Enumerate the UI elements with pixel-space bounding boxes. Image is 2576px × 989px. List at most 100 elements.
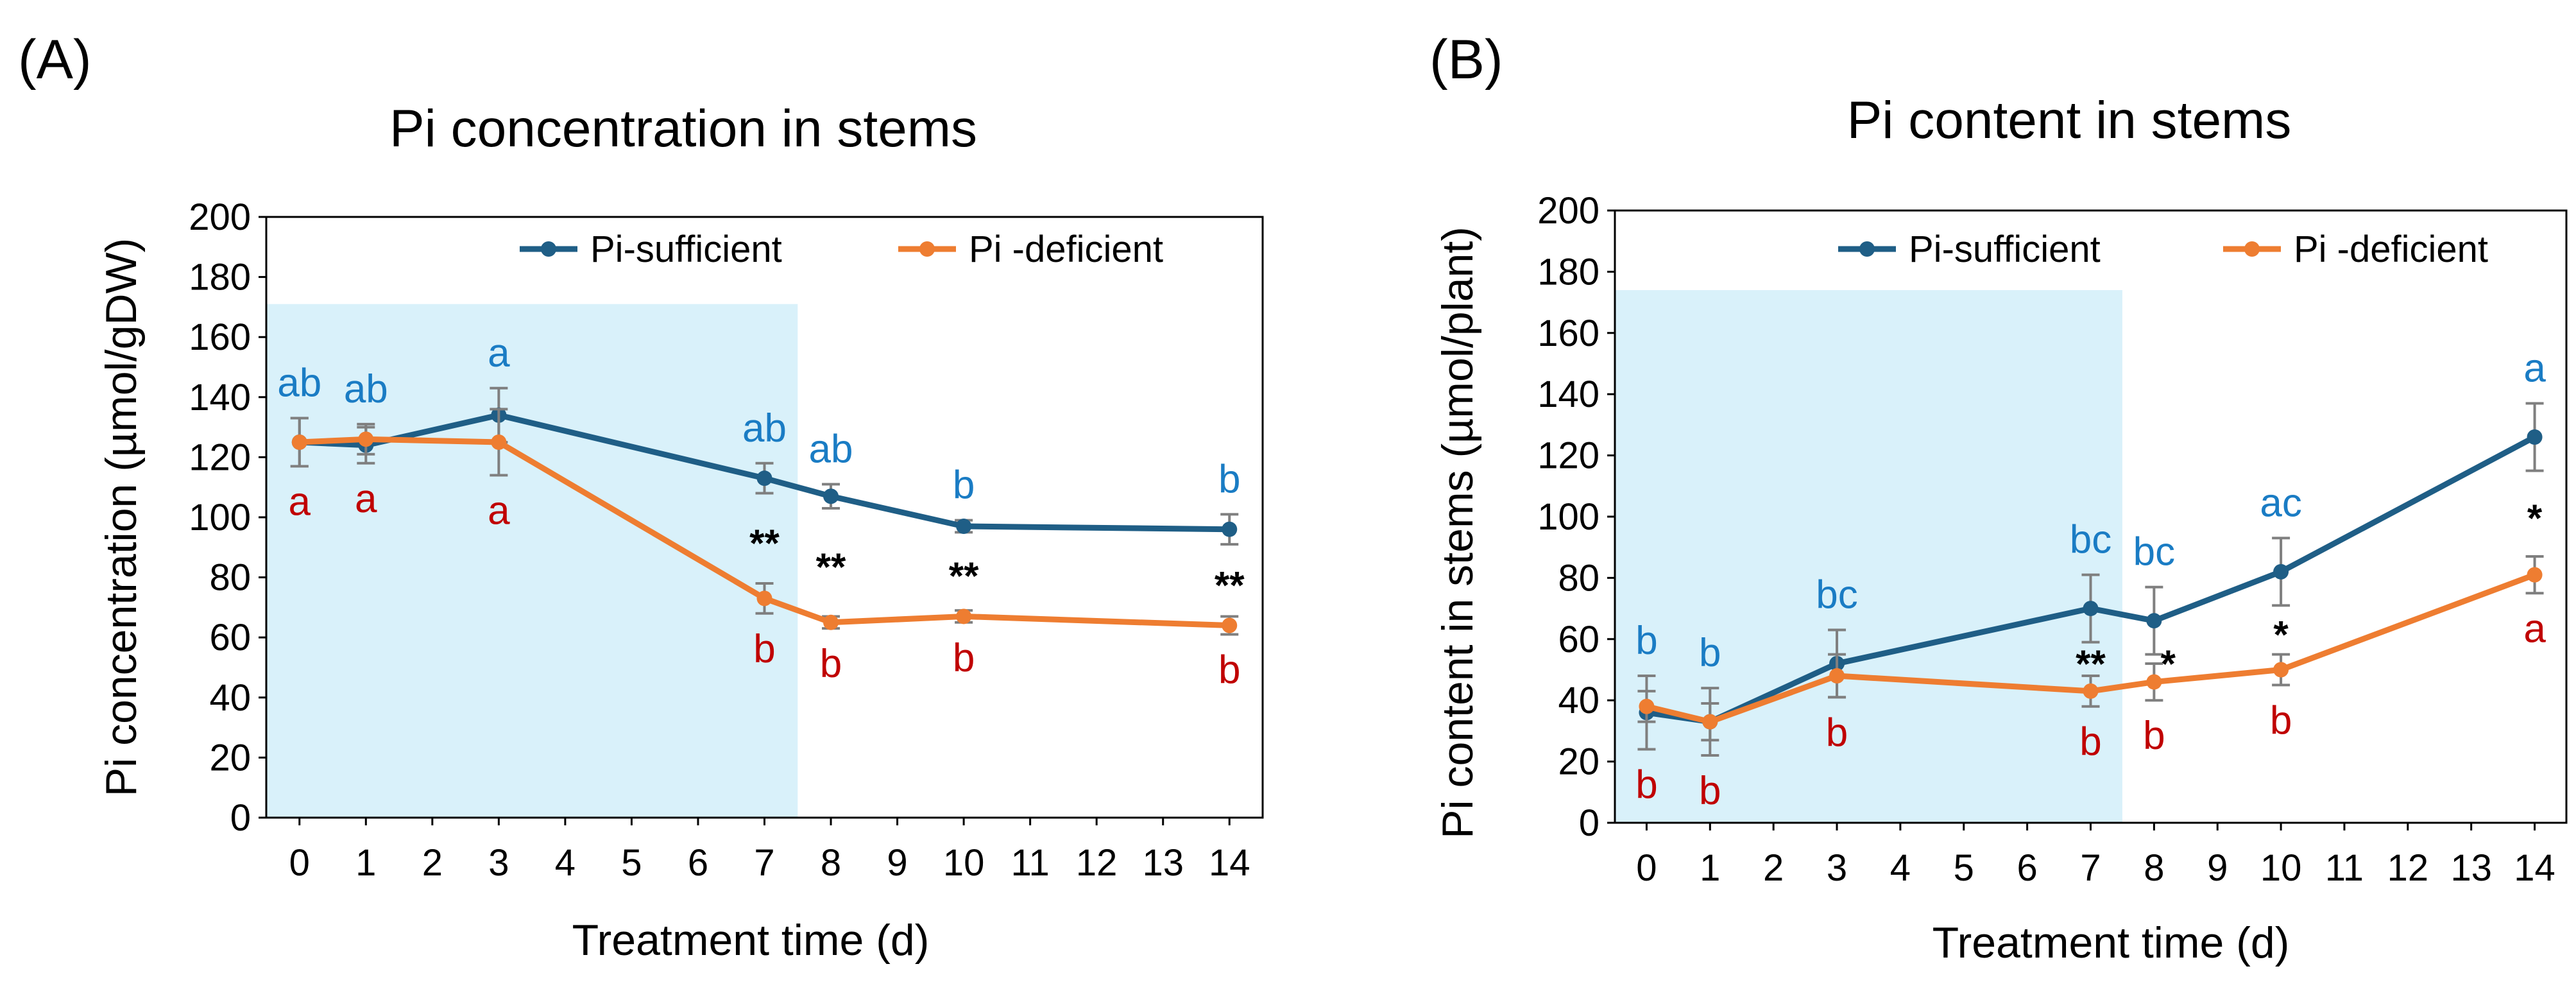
- data-point-deficient: [2146, 674, 2162, 690]
- data-point-sufficient: [756, 470, 772, 486]
- letter-deficient: a: [355, 477, 377, 521]
- x-tick-label: 1: [355, 842, 376, 884]
- significance-marker: **: [2076, 642, 2106, 685]
- x-tick-label: 4: [1890, 847, 1911, 889]
- legend-marker-deficient: [2244, 241, 2260, 257]
- x-tick-label: 0: [1636, 847, 1657, 889]
- x-tick-label: 11: [1011, 842, 1050, 884]
- x-tick-label: 9: [2207, 847, 2228, 889]
- legend-marker-sufficient: [1859, 241, 1875, 257]
- y-tick-label: 80: [209, 557, 251, 599]
- y-tick-label: 200: [1537, 190, 1599, 232]
- y-tick-label: 140: [1537, 374, 1599, 415]
- x-tick-label: 4: [555, 842, 576, 884]
- y-tick-label: 20: [1558, 741, 1599, 783]
- x-tick-label: 14: [2514, 847, 2555, 889]
- data-point-deficient: [1829, 668, 1845, 684]
- data-point-deficient: [1222, 617, 1238, 633]
- x-tick-label: 7: [754, 842, 774, 884]
- y-tick-label: 160: [1537, 313, 1599, 354]
- data-point-deficient: [291, 434, 307, 450]
- x-tick-label: 13: [1142, 842, 1184, 884]
- letter-deficient: b: [1699, 769, 1721, 813]
- panel-label: (A): [18, 29, 92, 90]
- x-tick-label: 5: [1954, 847, 1974, 889]
- data-point-deficient: [956, 608, 972, 624]
- data-point-deficient: [2083, 683, 2099, 699]
- y-tick-label: 60: [1558, 619, 1599, 660]
- x-tick-label: 13: [2450, 847, 2492, 889]
- data-point-sufficient: [1222, 521, 1238, 537]
- y-tick-label: 80: [1558, 557, 1599, 599]
- y-tick-label: 20: [209, 737, 251, 778]
- data-point-deficient: [1639, 698, 1655, 714]
- letter-deficient: b: [1826, 710, 1848, 755]
- letter-sufficient: bc: [2133, 530, 2175, 574]
- y-tick-label: 100: [189, 497, 251, 538]
- letter-sufficient: a: [2523, 347, 2546, 391]
- significance-marker: **: [949, 555, 979, 598]
- y-tick-label: 180: [189, 257, 251, 298]
- significance-marker: **: [749, 522, 780, 565]
- legend-marker-sufficient: [541, 241, 556, 257]
- x-tick-label: 10: [943, 842, 985, 884]
- letter-deficient: b: [2270, 698, 2292, 743]
- x-tick-label: 8: [821, 842, 841, 884]
- letter-sufficient: ab: [277, 361, 321, 406]
- y-tick-label: 140: [189, 377, 251, 418]
- x-axis-label: Treatment time (d): [1932, 918, 2290, 967]
- data-point-sufficient: [956, 519, 972, 535]
- data-point-sufficient: [2083, 601, 2099, 617]
- letter-deficient: a: [289, 479, 311, 524]
- x-tick-label: 6: [688, 842, 708, 884]
- significance-marker: **: [1215, 563, 1245, 606]
- legend-marker-deficient: [919, 241, 935, 257]
- letter-sufficient: ab: [809, 427, 853, 472]
- letter-deficient: b: [820, 642, 842, 686]
- letter-sufficient: b: [953, 463, 975, 508]
- data-point-sufficient: [2527, 429, 2543, 445]
- x-tick-label: 6: [2017, 847, 2038, 889]
- x-tick-label: 8: [2144, 847, 2164, 889]
- x-tick-label: 11: [2325, 847, 2364, 889]
- x-axis-label: Treatment time (d): [572, 916, 930, 965]
- legend-label-sufficient: Pi-sufficient: [1909, 228, 2101, 270]
- letter-deficient: a: [2523, 606, 2546, 651]
- letter-sufficient: bc: [2070, 518, 2111, 562]
- letter-deficient: a: [488, 488, 510, 533]
- y-tick-label: 120: [189, 436, 251, 478]
- x-tick-label: 1: [1700, 847, 1720, 889]
- data-point-deficient: [358, 431, 374, 447]
- data-point-sufficient: [823, 488, 839, 504]
- x-tick-label: 9: [887, 842, 907, 884]
- chart-title: Pi concentration in stems: [389, 99, 977, 158]
- x-tick-label: 2: [422, 842, 443, 884]
- y-tick-label: 100: [1537, 496, 1599, 538]
- y-tick-label: 200: [189, 196, 251, 238]
- letter-sufficient: ab: [344, 367, 388, 411]
- x-tick-label: 3: [1827, 847, 1847, 889]
- data-point-deficient: [2527, 567, 2543, 583]
- shaded-region: [266, 304, 798, 818]
- x-tick-label: 7: [2080, 847, 2101, 889]
- significance-marker: *: [2273, 613, 2289, 656]
- letter-deficient: b: [753, 627, 775, 671]
- x-tick-label: 12: [2387, 847, 2429, 889]
- x-tick-label: 12: [1076, 842, 1118, 884]
- x-tick-label: 14: [1209, 842, 1250, 884]
- letter-deficient: b: [2143, 714, 2165, 758]
- letter-deficient: b: [2079, 720, 2101, 764]
- x-tick-label: 10: [2260, 847, 2302, 889]
- letter-sufficient: b: [1699, 631, 1721, 675]
- letter-sufficient: b: [1218, 457, 1240, 501]
- x-tick-label: 2: [1763, 847, 1784, 889]
- significance-marker: *: [2527, 497, 2543, 540]
- data-point-sufficient: [2273, 563, 2289, 580]
- letter-deficient: b: [1635, 763, 1657, 807]
- data-point-deficient: [823, 614, 839, 630]
- letter-sufficient: ac: [2260, 481, 2301, 525]
- letter-sufficient: bc: [1816, 572, 1857, 617]
- chart-title: Pi content in stems: [1847, 91, 2292, 150]
